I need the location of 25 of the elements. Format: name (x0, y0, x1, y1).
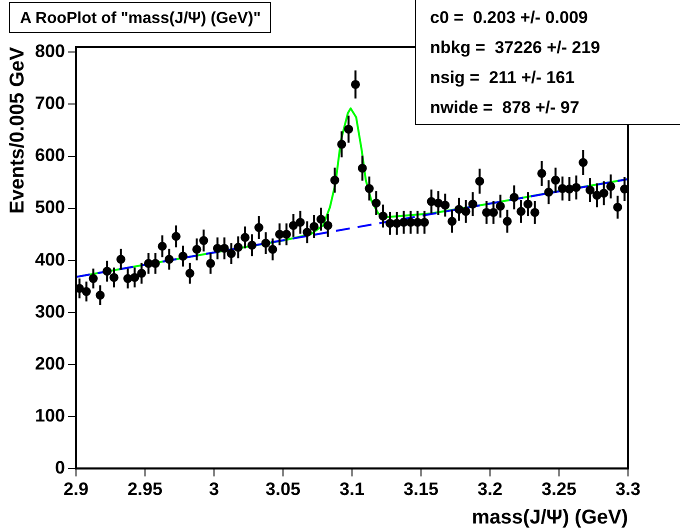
x-tick-label: 2.9 (64, 479, 89, 500)
x-tick-label: 2.95 (128, 479, 163, 500)
x-tick-label: 3.05 (265, 479, 301, 500)
x-tick-label: 3.15 (403, 479, 439, 500)
annotation: nwide = 878 +/- 97 (430, 97, 580, 119)
y-tick-label: 100 (34, 405, 66, 426)
y-tick-label: 700 (34, 93, 66, 114)
y-tick-label: 200 (34, 353, 66, 374)
x-tick-label: 3.3 (615, 479, 641, 500)
y-tick-label: 300 (34, 301, 66, 322)
x-tick-label: 3.2 (477, 479, 503, 500)
y-tick-label: 600 (34, 145, 66, 166)
x-tick-label: 3 (209, 479, 220, 500)
x-tick-label: 3.1 (340, 479, 365, 500)
y-tick-label: 0 (55, 457, 66, 478)
title-box: A RooPlot of "mass(J/Ψ) (GeV)" (9, 2, 271, 33)
x-axis-title: mass(J/Ψ) (GeV) (472, 506, 628, 529)
y-axis-title: Events/0.005 GeV (6, 46, 29, 214)
annotation: nbkg = 37226 +/- 219 (430, 37, 602, 59)
x-tick-label: 3.25 (541, 479, 577, 500)
y-tick-label: 800 (34, 41, 66, 62)
y-tick-label: 500 (34, 197, 66, 218)
y-tick-label: 400 (34, 249, 66, 270)
annotation: nsig = 211 +/- 161 (430, 67, 576, 89)
parameter-box: c0 = 0.203 +/- 0.009 nbkg = 37226 +/- 219 nsig = 211 +/- 161 nwide = 878 +/- 97 (415, 0, 680, 125)
